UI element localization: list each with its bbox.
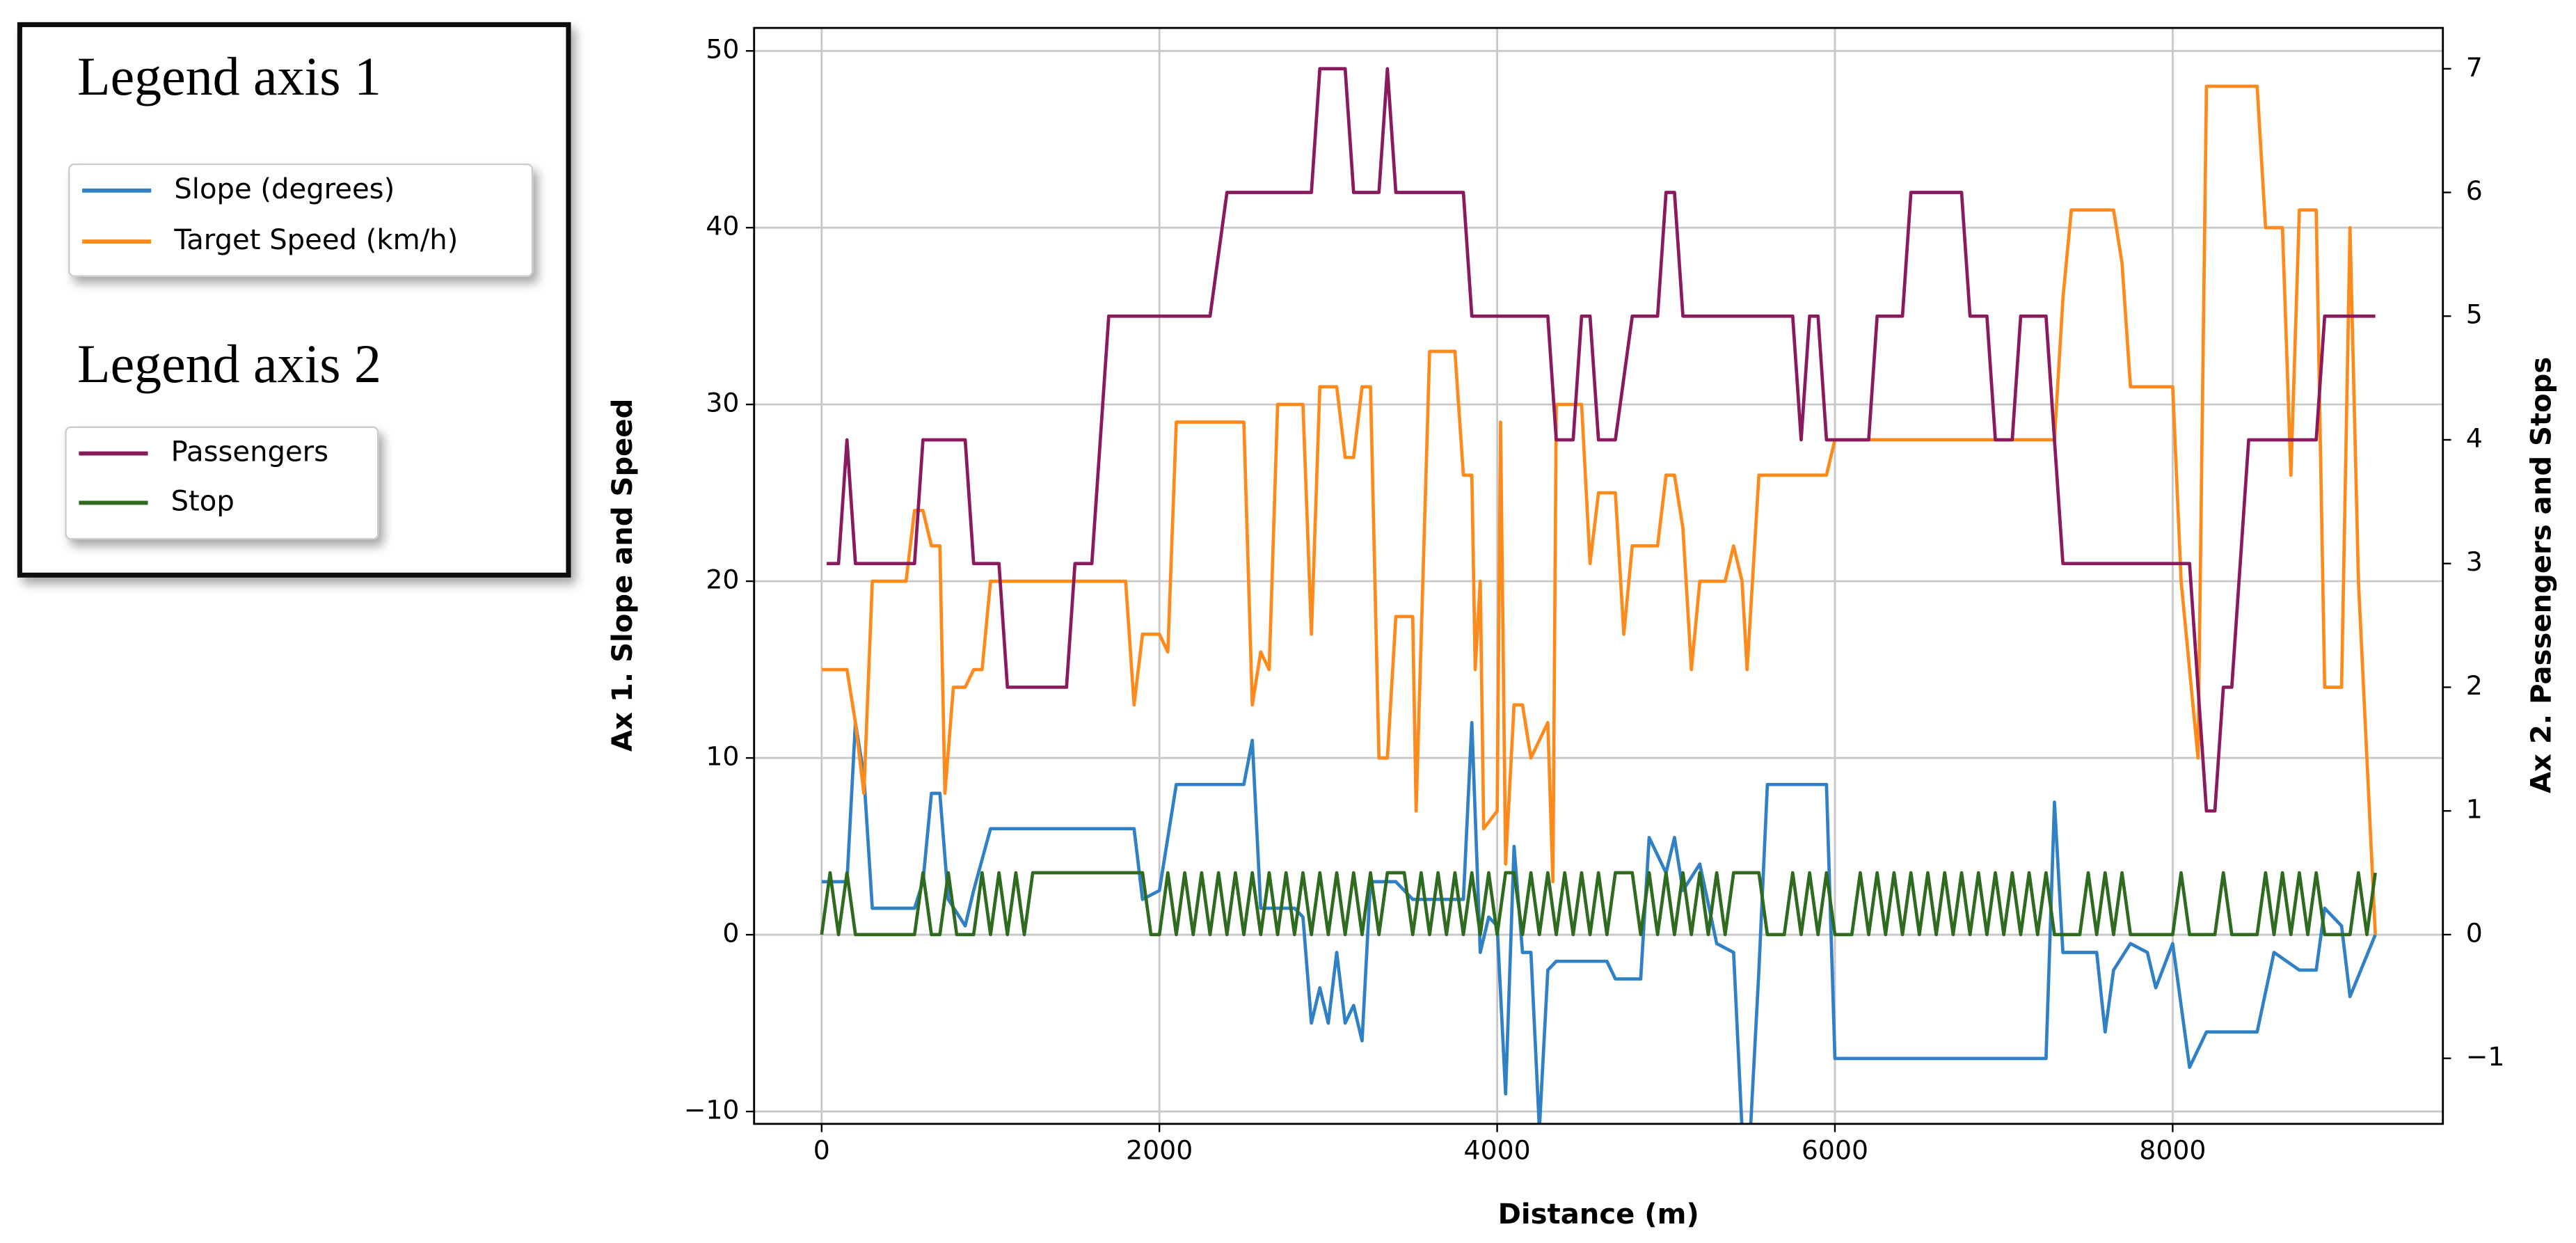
y2-tick-label: 0 bbox=[2466, 917, 2483, 948]
x-tick-label: 0 bbox=[813, 1134, 830, 1165]
x-tick-label: 2000 bbox=[1126, 1134, 1193, 1165]
x-tick-label: 8000 bbox=[2139, 1134, 2206, 1165]
y2-tick-label: 1 bbox=[2466, 794, 2483, 825]
legend-label: Target Speed (km/h) bbox=[173, 224, 458, 256]
y2-tick-label: 5 bbox=[2466, 299, 2483, 330]
y-tick-label: 10 bbox=[706, 741, 739, 772]
x-tick-label: 6000 bbox=[1802, 1134, 1868, 1165]
y2-tick-label: −1 bbox=[2466, 1041, 2505, 1072]
series-line bbox=[827, 67, 2376, 813]
y2-axis-label: Ax 2. Passengers and Stops bbox=[2526, 357, 2558, 793]
legend-label: Slope (degrees) bbox=[174, 173, 395, 205]
series-line bbox=[821, 720, 2377, 1124]
series-line bbox=[820, 871, 2377, 937]
y2-tick-label: 6 bbox=[2466, 175, 2483, 206]
legend-title: Legend axis 2 bbox=[77, 334, 381, 394]
y2-tick-label: 2 bbox=[2466, 670, 2483, 701]
y-tick-label: 50 bbox=[706, 34, 739, 65]
x-tick-label: 4000 bbox=[1464, 1134, 1531, 1165]
plot-frame bbox=[753, 26, 2444, 1125]
legend-box bbox=[68, 163, 534, 277]
y2-tick-label: 3 bbox=[2466, 546, 2483, 577]
x-axis-label: Distance (m) bbox=[1498, 1198, 1699, 1230]
legend-label: Passengers bbox=[171, 436, 328, 468]
y-tick-label: 20 bbox=[706, 564, 739, 595]
y-tick-label: 40 bbox=[706, 211, 739, 242]
y-tick-label: 30 bbox=[706, 388, 739, 418]
grid bbox=[754, 28, 2443, 1124]
y2-tick-label: 4 bbox=[2466, 422, 2483, 453]
y-axis-label: Ax 1. Slope and Speed bbox=[607, 399, 639, 752]
legend-label: Stop bbox=[171, 485, 234, 517]
y2-tick-label: 7 bbox=[2466, 52, 2483, 82]
plot-lines bbox=[820, 67, 2377, 1124]
legend-title: Legend axis 1 bbox=[77, 47, 381, 106]
series-line bbox=[821, 84, 2377, 935]
y-tick-label: −10 bbox=[684, 1095, 740, 1125]
y-tick-label: 0 bbox=[722, 918, 739, 949]
